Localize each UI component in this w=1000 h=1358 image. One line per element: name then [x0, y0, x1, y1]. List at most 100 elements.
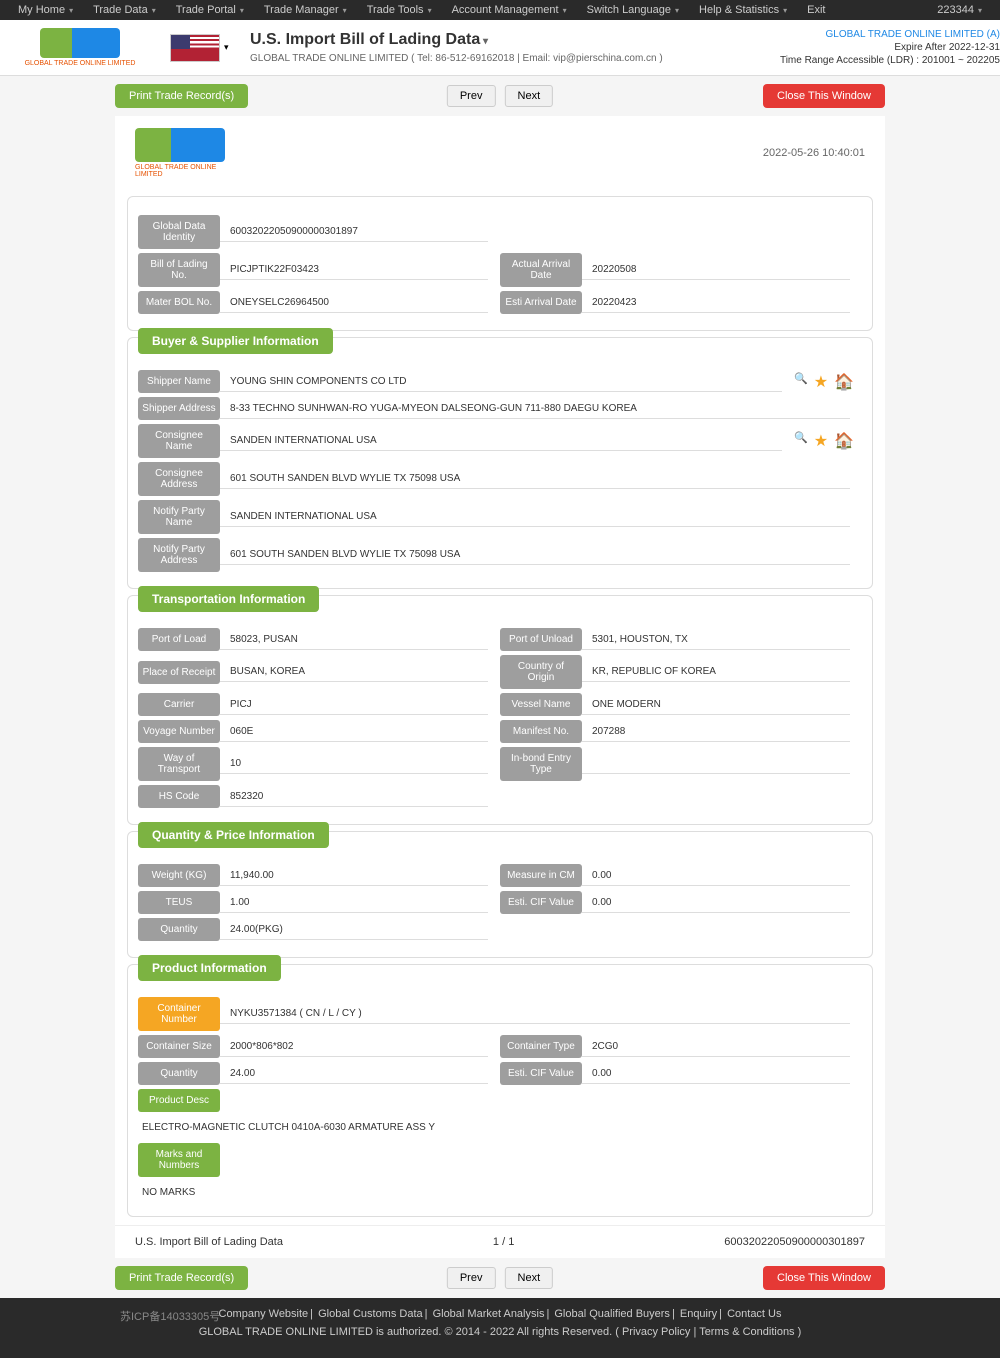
page-subtitle: GLOBAL TRADE ONLINE LIMITED ( Tel: 86-51…	[250, 53, 780, 64]
logo[interactable]: GLOBAL TRADE ONLINE LIMITED	[0, 28, 160, 67]
product-desc-label: Product Desc	[138, 1089, 220, 1112]
nav-switch-lang[interactable]: Switch Language	[577, 4, 689, 16]
prev-button-bottom[interactable]: Prev	[447, 1267, 496, 1289]
top-nav: My Home Trade Data Trade Portal Trade Ma…	[0, 0, 1000, 20]
coo-value: KR, REPUBLIC OF KOREA	[582, 662, 850, 682]
close-button-bottom[interactable]: Close This Window	[763, 1266, 885, 1290]
consignee-name-label: Consignee Name	[138, 424, 220, 458]
nav-trade-portal[interactable]: Trade Portal	[166, 4, 254, 16]
measure-label: Measure in CM	[500, 864, 582, 887]
nav-trade-manager[interactable]: Trade Manager	[254, 4, 357, 16]
shipper-name-label: Shipper Name	[138, 370, 220, 393]
global-id-label: Global Data Identity	[138, 215, 220, 249]
next-button[interactable]: Next	[505, 85, 554, 107]
shipper-addr-value: 8-33 TECHNO SUNHWAN-RO YUGA-MYEON DALSEO…	[220, 399, 850, 419]
nav-account-mgmt[interactable]: Account Management	[442, 4, 577, 16]
transport-section: Transportation Information Port of Load5…	[127, 595, 873, 825]
footer-link[interactable]: Global Qualified Buyers	[554, 1308, 670, 1320]
container-size-label: Container Size	[138, 1035, 220, 1058]
account-name: GLOBAL TRADE ONLINE LIMITED (A)	[780, 29, 1000, 40]
page-title[interactable]: U.S. Import Bill of Lading Data	[250, 31, 780, 49]
buyer-section-title: Buyer & Supplier Information	[138, 328, 333, 354]
consignee-addr-label: Consignee Address	[138, 462, 220, 496]
nav-trade-data[interactable]: Trade Data	[83, 4, 166, 16]
weight-value: 11,940.00	[220, 866, 488, 886]
container-type-label: Container Type	[500, 1035, 582, 1058]
container-type-value: 2CG0	[582, 1037, 850, 1057]
prev-button[interactable]: Prev	[447, 85, 496, 107]
manifest-label: Manifest No.	[500, 720, 582, 743]
consignee-addr-value: 601 SOUTH SANDEN BLVD WYLIE TX 75098 USA	[220, 469, 850, 489]
print-button[interactable]: Print Trade Record(s)	[115, 84, 248, 108]
footer-link[interactable]: Contact Us	[727, 1308, 781, 1320]
container-num-value: NYKU3571384 ( CN / L / CY )	[220, 1004, 850, 1024]
qty-section: Quantity & Price Information Weight (KG)…	[127, 831, 873, 958]
nav-account[interactable]: 223344	[927, 4, 992, 16]
terms-link[interactable]: Terms & Conditions	[699, 1326, 794, 1338]
wot-label: Way of Transport	[138, 747, 220, 781]
transport-section-title: Transportation Information	[138, 586, 319, 612]
footer-link[interactable]: Global Market Analysis	[433, 1308, 545, 1320]
nav-trade-tools[interactable]: Trade Tools	[357, 4, 442, 16]
notify-addr-value: 601 SOUTH SANDEN BLVD WYLIE TX 75098 USA	[220, 545, 850, 565]
ibet-label: In-bond Entry Type	[500, 747, 582, 781]
teus-value: 1.00	[220, 893, 488, 913]
carrier-label: Carrier	[138, 693, 220, 716]
header-account-info: GLOBAL TRADE ONLINE LIMITED (A) Expire A…	[780, 29, 1000, 66]
next-button-bottom[interactable]: Next	[505, 1267, 554, 1289]
ibet-value	[582, 754, 850, 774]
identity-section: Global Data Identity60032022050900000301…	[127, 196, 873, 331]
home-icon[interactable]: 🏠	[834, 431, 854, 451]
hs-value: 852320	[220, 787, 488, 807]
footer-link[interactable]: Enquiry	[680, 1308, 717, 1320]
marks-value: NO MARKS	[138, 1181, 862, 1204]
voyage-value: 060E	[220, 722, 488, 742]
aad-label: Actual Arrival Date	[500, 253, 582, 287]
container-num-label: Container Number	[138, 997, 220, 1031]
record-container: GLOBAL TRADE ONLINE LIMITED 2022-05-26 1…	[115, 116, 885, 1258]
product-qty-value: 24.00	[220, 1064, 488, 1084]
shipper-name-value: YOUNG SHIN COMPONENTS CO LTD	[220, 372, 782, 392]
notify-addr-label: Notify Party Address	[138, 538, 220, 572]
nav-exit[interactable]: Exit	[797, 4, 839, 16]
nav-my-home[interactable]: My Home	[8, 4, 83, 16]
qty-section-title: Quantity & Price Information	[138, 822, 329, 848]
search-icon[interactable]: 🔍	[794, 431, 808, 451]
mbol-label: Mater BOL No.	[138, 291, 220, 314]
privacy-link[interactable]: Privacy Policy	[622, 1326, 690, 1338]
product-desc-value: ELECTRO-MAGNETIC CLUTCH 0410A-6030 ARMAT…	[138, 1116, 862, 1139]
product-section-title: Product Information	[138, 955, 281, 981]
nav-help-stats[interactable]: Help & Statistics	[689, 4, 797, 16]
coo-label: Country of Origin	[500, 655, 582, 689]
footer-link[interactable]: Company Website	[219, 1308, 309, 1320]
star-icon[interactable]: ★	[814, 431, 828, 451]
page-header: GLOBAL TRADE ONLINE LIMITED ▾ U.S. Impor…	[0, 20, 1000, 76]
cif-label: Esti. CIF Value	[500, 891, 582, 914]
marks-label: Marks and Numbers	[138, 1143, 220, 1177]
product-cif-value: 0.00	[582, 1064, 850, 1084]
voyage-label: Voyage Number	[138, 720, 220, 743]
weight-label: Weight (KG)	[138, 864, 220, 887]
product-qty-label: Quantity	[138, 1062, 220, 1085]
search-icon[interactable]: 🔍	[794, 372, 808, 392]
close-button[interactable]: Close This Window	[763, 84, 885, 108]
buyer-section: Buyer & Supplier Information Shipper Nam…	[127, 337, 873, 589]
print-button-bottom[interactable]: Print Trade Record(s)	[115, 1266, 248, 1290]
country-flag-selector[interactable]: ▾	[170, 34, 230, 62]
pol-label: Port of Load	[138, 628, 220, 651]
expire-date: Expire After 2022-12-31	[780, 42, 1000, 53]
pol-value: 58023, PUSAN	[220, 630, 488, 650]
footer-copyright: GLOBAL TRADE ONLINE LIMITED is authorize…	[0, 1326, 1000, 1338]
hs-label: HS Code	[138, 785, 220, 808]
product-section: Product Information Container NumberNYKU…	[127, 964, 873, 1217]
bol-value: PICJPTIK22F03423	[220, 260, 488, 280]
consignee-name-value: SANDEN INTERNATIONAL USA	[220, 431, 782, 451]
bol-label: Bill of Lading No.	[138, 253, 220, 287]
logo-text: GLOBAL TRADE ONLINE LIMITED	[25, 60, 136, 67]
home-icon[interactable]: 🏠	[834, 372, 854, 392]
carrier-value: PICJ	[220, 695, 488, 715]
footer-link[interactable]: Global Customs Data	[318, 1308, 423, 1320]
time-range: Time Range Accessible (LDR) : 201001 ~ 2…	[780, 55, 1000, 66]
vessel-label: Vessel Name	[500, 693, 582, 716]
star-icon[interactable]: ★	[814, 372, 828, 392]
